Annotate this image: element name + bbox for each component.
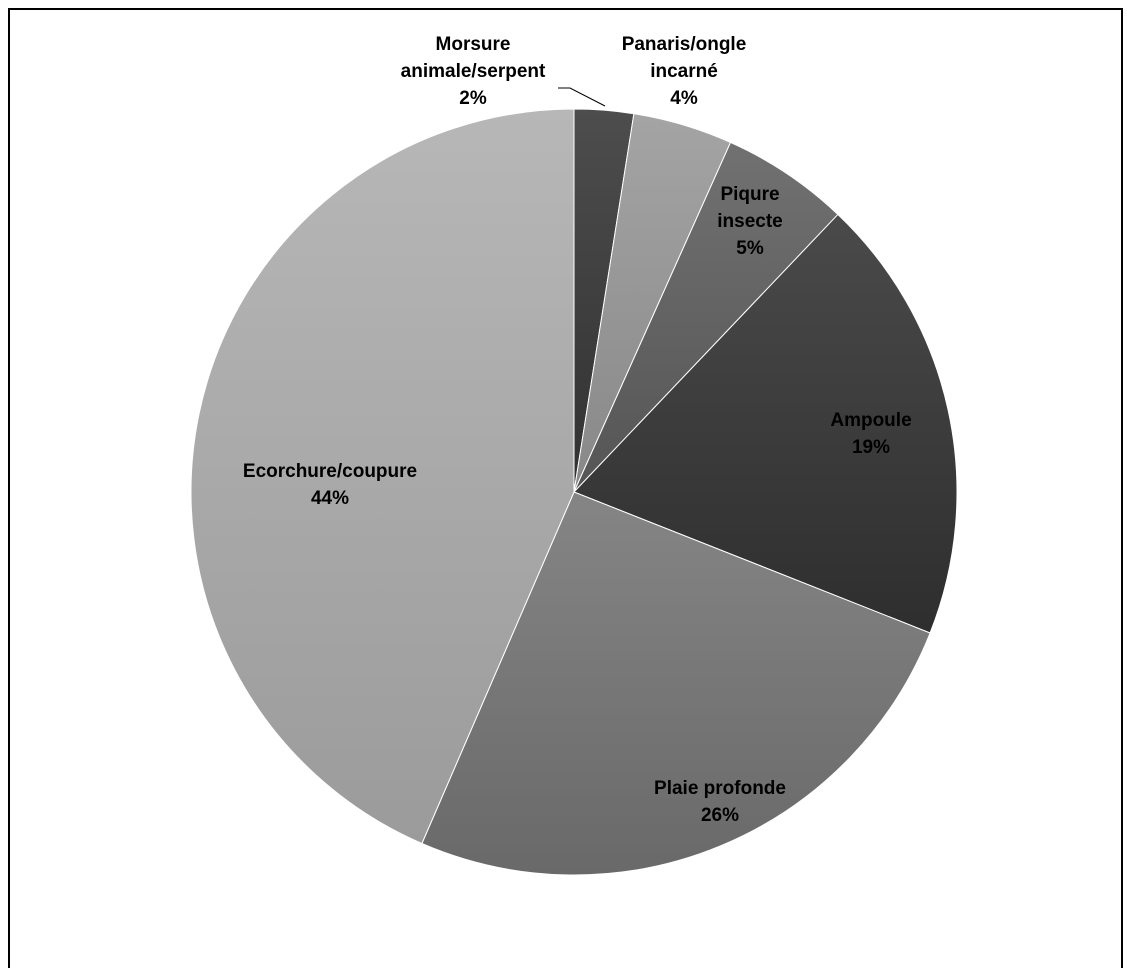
data-label: Morsure animale/serpent 2% — [401, 34, 546, 109]
pie-slices — [190, 108, 958, 876]
data-labels: Morsure animale/serpent 2% Panaris/ongle inc… — [243, 34, 912, 826]
data-label: Ecorchure/coupure 44% — [243, 461, 417, 509]
pie-slice — [190, 108, 575, 845]
pie-slice — [421, 491, 931, 876]
data-label: Plaie profonde 26% — [654, 778, 786, 826]
leader-line — [558, 87, 606, 107]
data-label: Panaris/ongle incarné 4% — [622, 34, 747, 109]
data-label: Piqure insecte 5% — [717, 184, 782, 259]
pie-slice — [573, 213, 958, 634]
pie-chart: Morsure animale/serpent 2% Panaris/ongle inc… — [190, 34, 958, 876]
leader-lines — [558, 87, 606, 107]
data-label: Ampoule 19% — [830, 410, 911, 458]
chart-area: Morsure animale/serpent 2% Panaris/ongle inc… — [8, 8, 1123, 968]
